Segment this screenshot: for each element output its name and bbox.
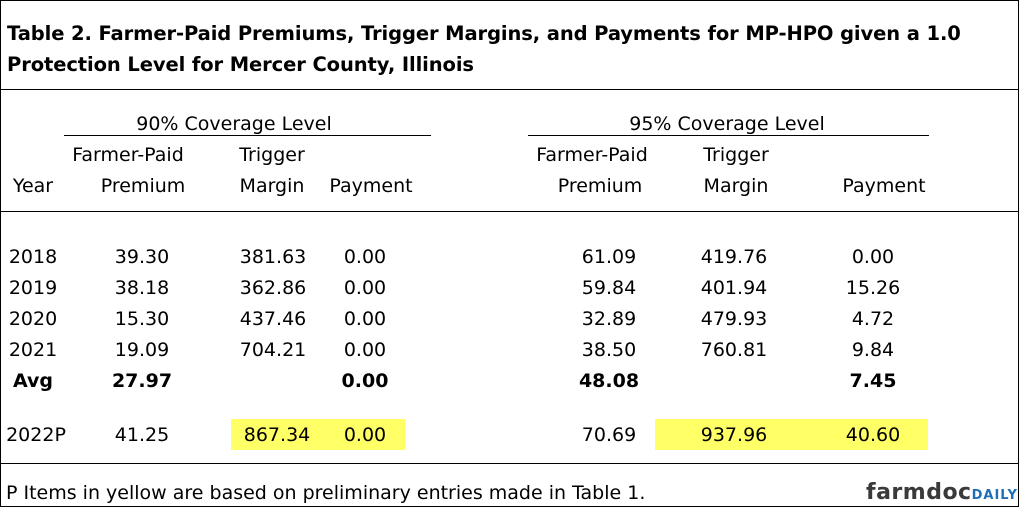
- footer-divider: [0, 463, 1019, 464]
- prelim-margin-95: 937.96: [700, 424, 768, 446]
- payment-95-cell: 9.84: [851, 339, 895, 361]
- premium-90-cell: 39.30: [114, 246, 170, 268]
- payment-95-cell: 4.72: [851, 308, 895, 330]
- margin-90-cell: 381.63: [239, 246, 307, 268]
- premium-90-cell: 38.18: [114, 277, 170, 299]
- prelim-margin-90: 867.34: [243, 424, 311, 446]
- premium-90-cell: 19.09: [114, 339, 170, 361]
- payment-90-cell: 0.00: [343, 246, 387, 268]
- header-margin-90: Margin: [239, 175, 305, 197]
- premium-95-cell: 61.09: [581, 246, 637, 268]
- prelim-premium-90: 41.25: [114, 424, 170, 446]
- header-payment-90: Payment: [329, 175, 413, 197]
- payment-90-cell: 0.00: [343, 339, 387, 361]
- year-cell: 2021: [8, 339, 58, 361]
- avg-payment-90: 0.00: [341, 370, 389, 392]
- header-trigger-90: Trigger: [239, 144, 305, 166]
- premium-95-cell: 32.89: [581, 308, 637, 330]
- year-cell: 2019: [8, 277, 58, 299]
- prelim-year: 2022P: [6, 424, 66, 446]
- margin-95-cell: 419.76: [700, 246, 768, 268]
- margin-95-cell: 760.81: [700, 339, 768, 361]
- avg-label: Avg: [12, 370, 54, 392]
- premium-95-cell: 38.50: [581, 339, 637, 361]
- margin-95-cell: 479.93: [700, 308, 768, 330]
- year-cell: 2020: [8, 308, 58, 330]
- avg-premium-95: 48.08: [578, 370, 640, 392]
- footnote: P Items in yellow are based on prelimina…: [6, 482, 646, 504]
- brand-logo-part2: DAILY: [971, 488, 1018, 503]
- year-cell: 2018: [8, 246, 58, 268]
- payment-95-cell: 0.00: [851, 246, 895, 268]
- payment-90-cell: 0.00: [343, 308, 387, 330]
- brand-logo-part1: farmdoc: [866, 480, 972, 505]
- avg-premium-90: 27.97: [111, 370, 173, 392]
- premium-95-cell: 59.84: [581, 277, 637, 299]
- brand-logo: farmdocDAILY: [866, 480, 1018, 509]
- header-trigger-95: Trigger: [703, 144, 769, 166]
- prelim-payment-90: 0.00: [343, 424, 387, 446]
- margin-90-cell: 704.21: [239, 339, 307, 361]
- highlight-90: [231, 419, 405, 450]
- cov90-underline: [64, 135, 431, 136]
- group-header-95: 95% Coverage Level: [629, 113, 825, 135]
- header-year: Year: [12, 175, 54, 197]
- header-margin-95: Margin: [703, 175, 769, 197]
- title-divider: [0, 89, 1019, 90]
- payment-90-cell: 0.00: [343, 277, 387, 299]
- avg-payment-95: 7.45: [849, 370, 897, 392]
- header-premium-90: Premium: [100, 175, 186, 197]
- prelim-premium-95: 70.69: [581, 424, 637, 446]
- prelim-payment-95: 40.60: [845, 424, 901, 446]
- margin-95-cell: 401.94: [700, 277, 768, 299]
- header-premium-95: Premium: [557, 175, 643, 197]
- table-title: Table 2. Farmer-Paid Premiums, Trigger M…: [7, 22, 961, 76]
- premium-90-cell: 15.30: [114, 308, 170, 330]
- header-payment-95: Payment: [842, 175, 926, 197]
- header-farmer-paid-95: Farmer-Paid: [536, 144, 648, 166]
- margin-90-cell: 362.86: [239, 277, 307, 299]
- highlight-95: [655, 419, 928, 450]
- group-header-90: 90% Coverage Level: [136, 113, 332, 135]
- cov95-underline: [528, 135, 929, 136]
- header-divider: [0, 211, 1019, 212]
- payment-95-cell: 15.26: [845, 277, 901, 299]
- header-farmer-paid-90: Farmer-Paid: [72, 144, 184, 166]
- margin-90-cell: 437.46: [239, 308, 307, 330]
